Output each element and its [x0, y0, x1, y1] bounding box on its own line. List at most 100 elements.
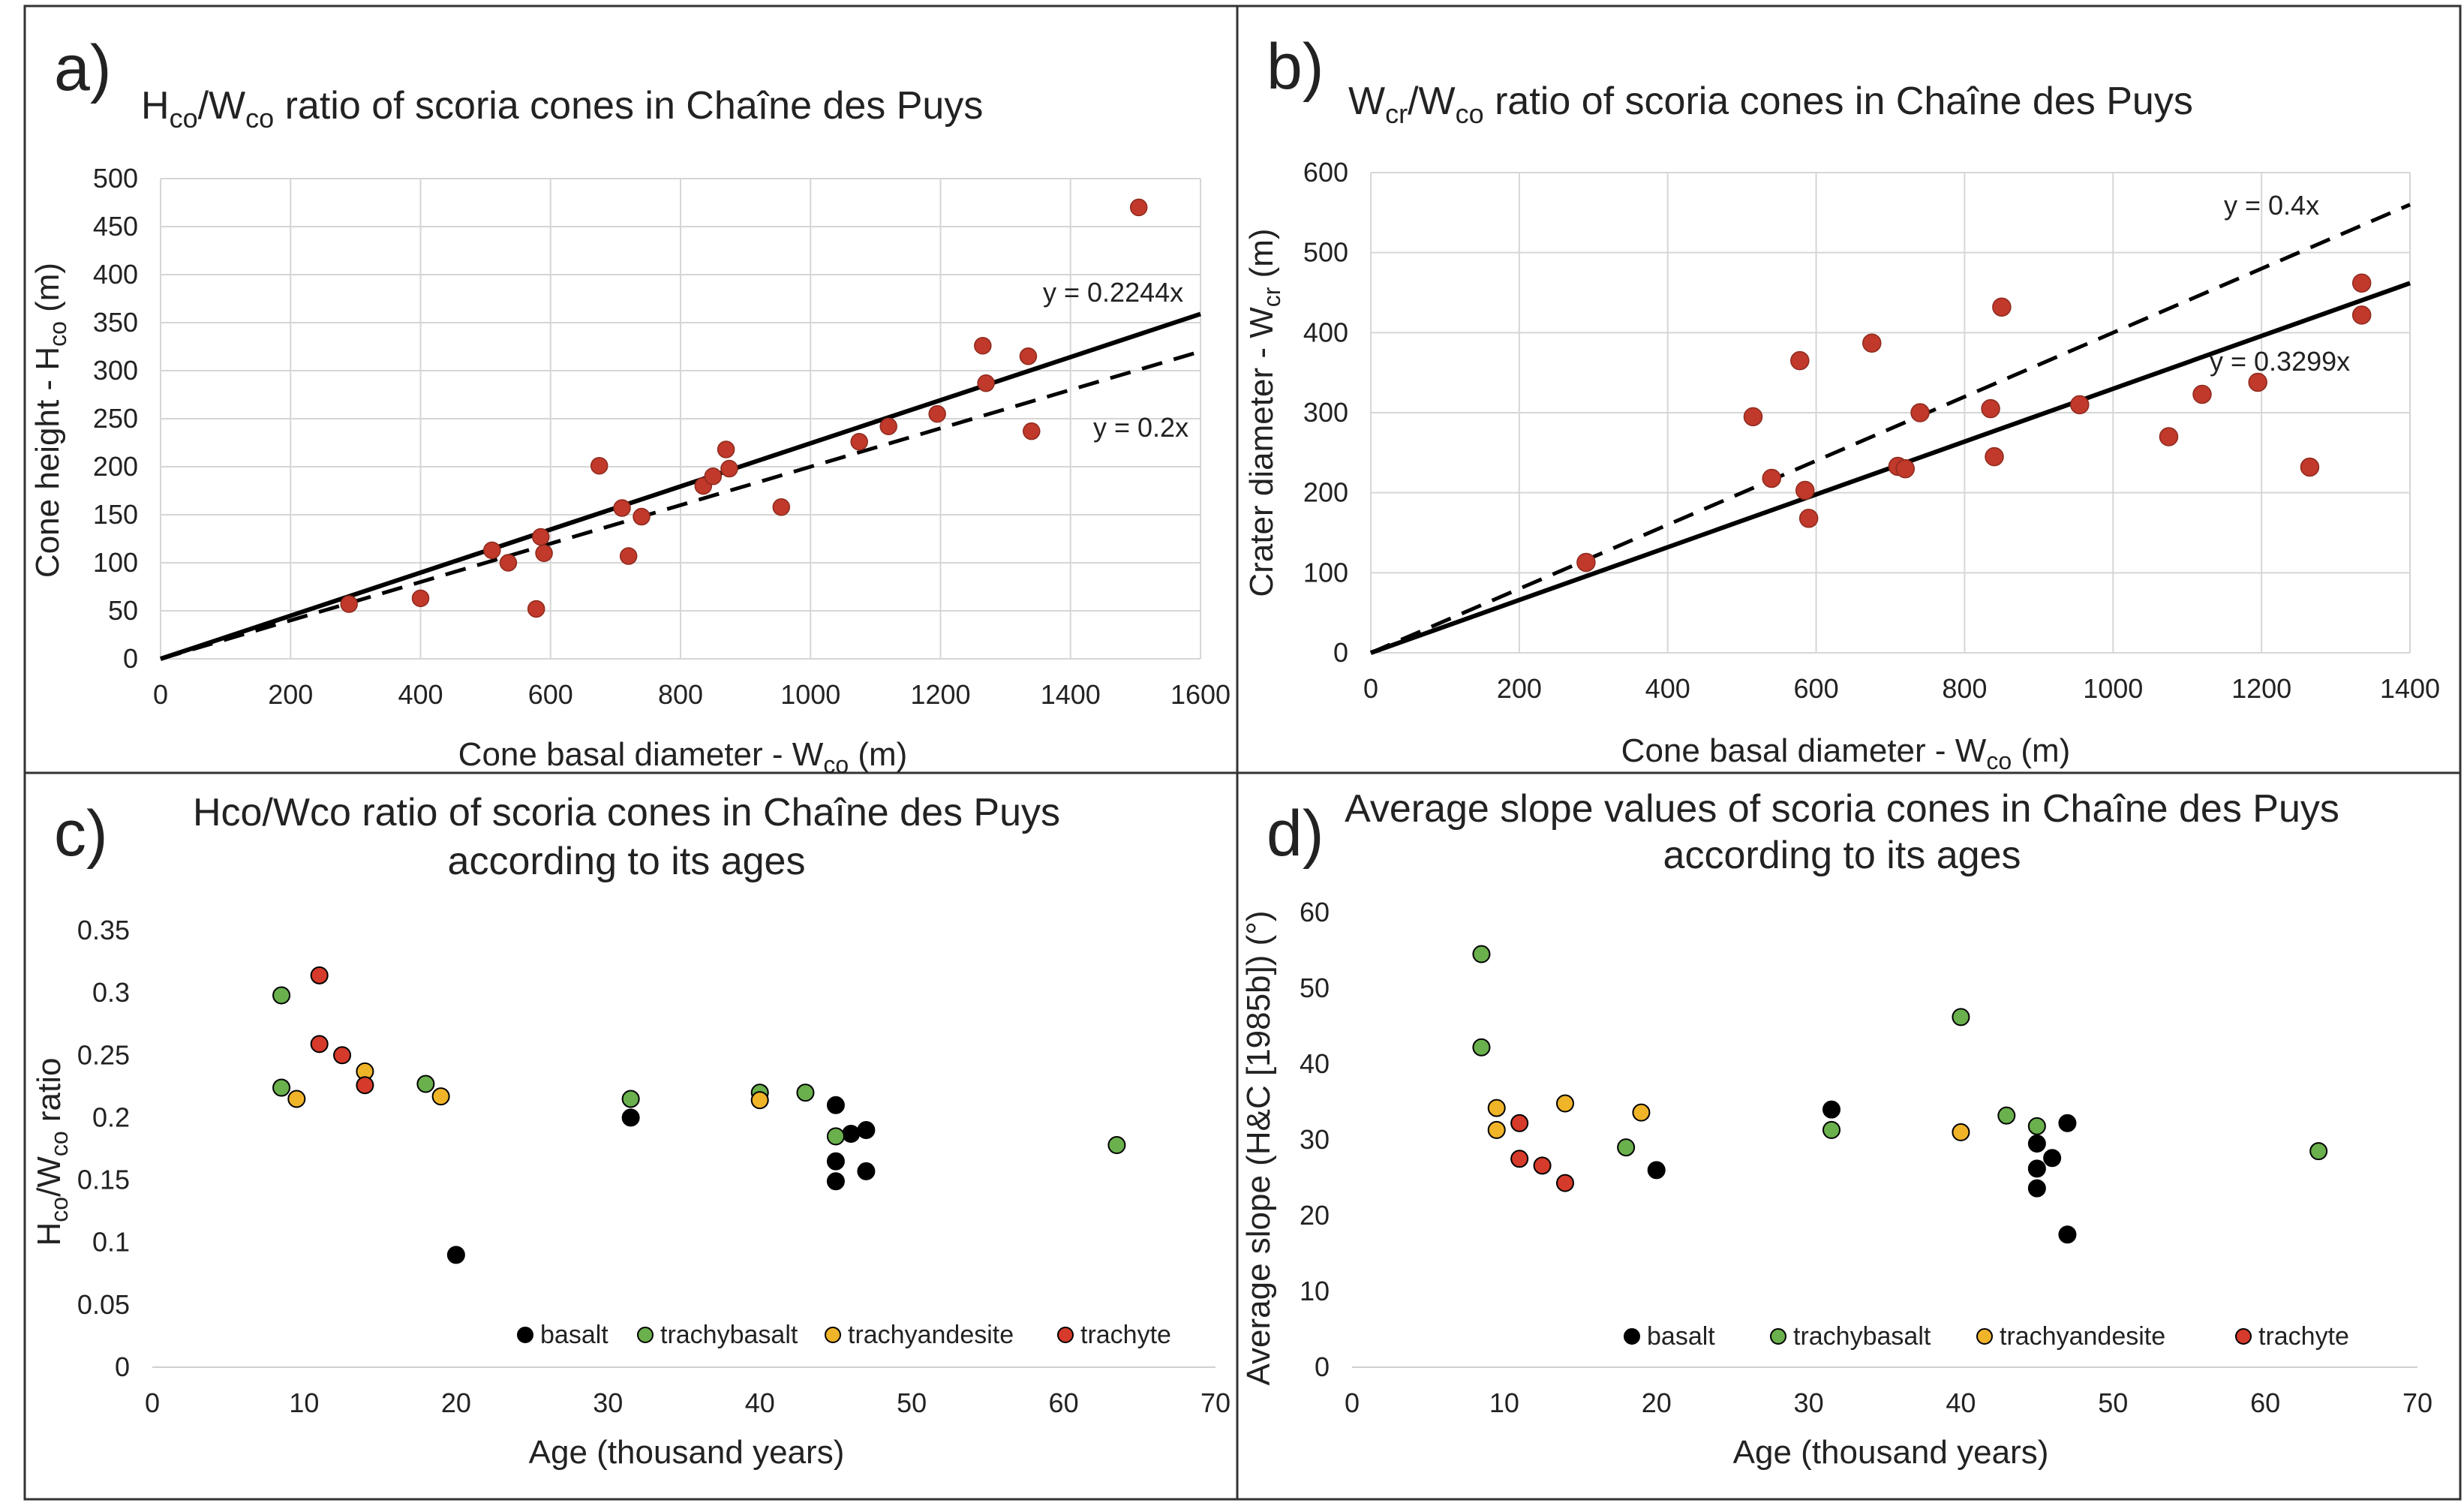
- data-point: [1798, 509, 1819, 528]
- data-point: [532, 528, 550, 546]
- data-point-trachybasalt: [1472, 945, 1491, 963]
- data-point: [1576, 552, 1596, 573]
- fit-line-solid: [160, 311, 1201, 661]
- data-point-trachyte: [1533, 1156, 1552, 1175]
- chart-a: a) Hco/Wco ratio of scoria cones in Chaî…: [29, 32, 1230, 778]
- y-tick-label: 0.05: [77, 1289, 130, 1320]
- y-tick-label: 350: [93, 307, 138, 338]
- x-tick-label: 1400: [1041, 679, 1101, 710]
- legend-marker-trachybasalt: [1770, 1328, 1786, 1345]
- data-point: [1743, 407, 1763, 427]
- x-tick-label: 0: [153, 679, 168, 710]
- data-point-trachyandesite: [1487, 1099, 1506, 1117]
- chart-d-points: [1472, 945, 2328, 1244]
- data-point: [772, 498, 791, 516]
- x-tick-label: 0: [1363, 673, 1378, 704]
- y-tick-label: 100: [1303, 557, 1348, 588]
- x-tick-label: 70: [2402, 1387, 2432, 1418]
- data-point-basalt: [2027, 1159, 2046, 1178]
- chart-a-fit-label-2: y = 0.2x: [1093, 412, 1188, 443]
- chart-a-x-ticks: 0 200 400 600 800 1000 1200 1400 1600: [153, 679, 1230, 710]
- x-tick-label: 20: [1642, 1387, 1672, 1418]
- chart-c-x-label: Age (thousand years): [529, 1434, 845, 1471]
- y-tick-label: 0.35: [77, 915, 130, 945]
- legend-marker-basalt: [517, 1327, 533, 1343]
- data-point: [1910, 403, 1930, 422]
- panel-label-b: b): [1267, 31, 1324, 103]
- data-point-basalt: [621, 1108, 640, 1127]
- chart-a-y-ticks: 0 50 100 150 200 250 300 350 400 450 500: [93, 163, 138, 674]
- data-point-basalt: [2058, 1225, 2077, 1244]
- data-point-trachyte: [356, 1076, 374, 1095]
- y-tick-label: 30: [1300, 1124, 1330, 1155]
- data-point-trachybasalt: [272, 1078, 291, 1097]
- data-point-trachyandesite: [287, 1090, 306, 1108]
- fit-line-dashed: [1370, 203, 2411, 655]
- x-tick-label: 50: [897, 1387, 927, 1418]
- chart-c-y-ticks: 0 0.05 0.1 0.15 0.2 0.25 0.3 0.35: [77, 915, 130, 1382]
- legend-label-basalt: basalt: [1647, 1322, 1715, 1351]
- chart-d-x-ticks: 0 10 20 30 40 50 60 70: [1345, 1387, 2432, 1418]
- x-tick-label: 40: [1946, 1387, 1976, 1418]
- data-point: [1981, 398, 2000, 419]
- data-point-basalt: [857, 1162, 876, 1180]
- data-point-basalt: [826, 1096, 845, 1114]
- data-point: [613, 499, 631, 517]
- chart-c-title-line2: according to its ages: [448, 840, 806, 883]
- legend-marker-basalt: [1624, 1328, 1640, 1345]
- panel-label-a: a): [54, 32, 111, 104]
- panel-label-d: d): [1267, 798, 1324, 870]
- data-point-trachyandesite: [1632, 1103, 1651, 1122]
- x-tick-label: 1000: [2083, 673, 2143, 704]
- y-tick-label: 250: [93, 403, 138, 434]
- data-point-basalt: [446, 1246, 465, 1264]
- x-tick-label: 60: [1049, 1387, 1079, 1418]
- data-point: [704, 467, 723, 485]
- data-point: [1019, 347, 1038, 365]
- data-point: [2351, 305, 2372, 325]
- y-tick-label: 0: [123, 643, 138, 674]
- legend-marker-trachybasalt: [637, 1327, 654, 1343]
- y-tick-label: 500: [93, 163, 138, 194]
- data-point-trachyte: [1556, 1174, 1574, 1192]
- legend-label-trachyandesite: trachyandesite: [848, 1321, 1014, 1349]
- chart-d-y-label: Average slope (H&C [1985b]) (°): [1240, 910, 1277, 1385]
- data-point: [2192, 384, 2212, 404]
- y-tick-label: 200: [1303, 477, 1348, 508]
- y-tick-label: 400: [1303, 317, 1348, 347]
- data-point-basalt: [2027, 1135, 2046, 1153]
- y-tick-label: 0: [115, 1351, 130, 1382]
- data-point: [483, 541, 501, 560]
- y-tick-label: 500: [1303, 237, 1348, 268]
- x-tick-label: 400: [1645, 673, 1690, 704]
- data-point: [619, 547, 638, 565]
- y-tick-label: 10: [1300, 1276, 1330, 1306]
- data-point-trachybasalt: [1617, 1138, 1636, 1157]
- data-point: [2300, 457, 2320, 477]
- data-point-basalt: [2043, 1149, 2062, 1168]
- data-point: [527, 600, 545, 618]
- data-point-trachyandesite: [1952, 1123, 1970, 1141]
- data-point: [2159, 427, 2179, 446]
- data-point: [1129, 198, 1148, 217]
- chart-c-points: [272, 966, 1126, 1264]
- legend-marker-trachyte: [1057, 1327, 1074, 1343]
- data-point: [1862, 333, 1882, 353]
- data-point-basalt: [826, 1152, 845, 1171]
- chart-a-fit-label-1: y = 0.2244x: [1043, 277, 1183, 308]
- x-tick-label: 1600: [1170, 679, 1230, 710]
- chart-b-grid: [1370, 172, 2411, 654]
- data-point: [717, 440, 735, 458]
- chart-d-y-ticks: 0 10 20 30 40 50 60: [1300, 897, 1330, 1382]
- x-tick-label: 0: [145, 1387, 160, 1418]
- data-point: [850, 432, 868, 451]
- x-tick-label: 200: [1497, 673, 1542, 704]
- y-tick-label: 450: [93, 211, 138, 242]
- data-point: [499, 554, 518, 572]
- x-tick-label: 10: [1489, 1387, 1519, 1418]
- x-tick-label: 600: [528, 679, 573, 710]
- legend-label-trachyandesite: trachyandesite: [2000, 1322, 2165, 1351]
- data-point: [590, 456, 608, 475]
- y-tick-label: 600: [1303, 157, 1348, 188]
- chart-b-x-label: Cone basal diameter - Wco (m): [1621, 732, 2071, 774]
